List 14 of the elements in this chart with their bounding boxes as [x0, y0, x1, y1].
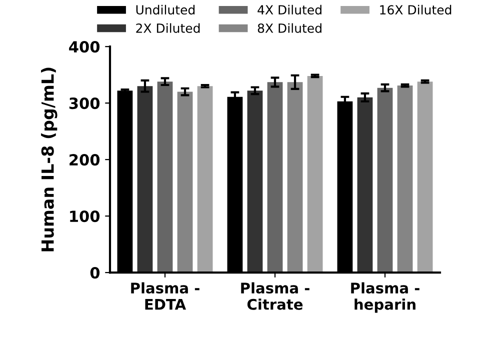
legend-label: 4X Diluted [258, 4, 322, 15]
x-tick-label: Plasma - EDTA [131, 282, 200, 310]
y-axis-title: Human IL-8 (pg/mL) [41, 68, 58, 252]
legend-label: Undiluted [136, 4, 195, 15]
legend-label: 16X Diluted [380, 4, 452, 15]
x-tick-label: Plasma - heparin [351, 282, 420, 313]
legend-label: 2X Diluted [136, 23, 200, 33]
y-tick-label: 300 [69, 98, 100, 110]
y-tick-label: 0 [90, 267, 100, 279]
y-tick-label: 400 [69, 41, 100, 53]
x-tick-label: Plasma - Citrate [241, 282, 310, 310]
y-tick-label: 200 [70, 154, 100, 166]
y-tick-label: 100 [70, 210, 100, 222]
legend-label: 8X Diluted [258, 23, 322, 33]
